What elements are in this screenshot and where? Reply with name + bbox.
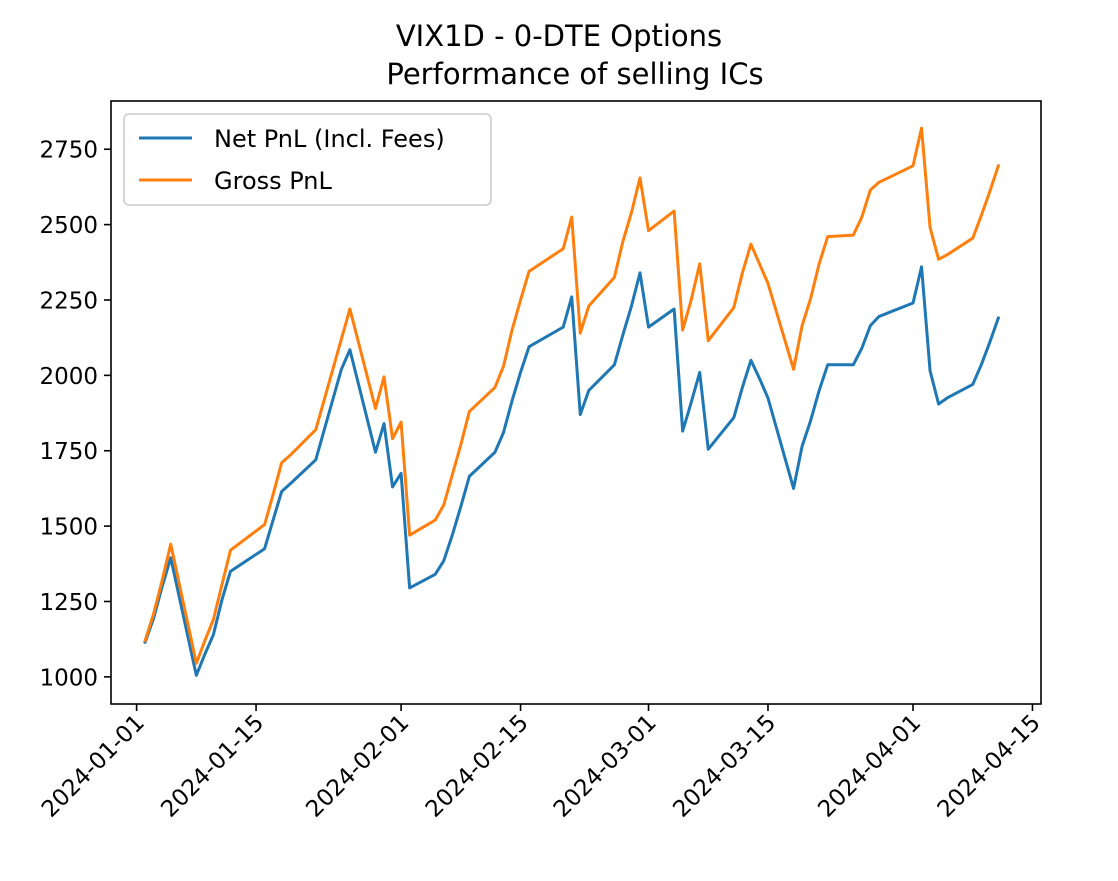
series-line-gross-pnl [143, 126, 1001, 665]
legend-box [123, 113, 492, 206]
series-layer [143, 126, 1001, 677]
series-line-net-pnl [143, 265, 1001, 677]
legend-label-gross-pnl: Gross PnL [214, 167, 333, 195]
y-tick-label: 2500 [39, 213, 98, 239]
legend-label-net-pnl: Net PnL (Incl. Fees) [214, 125, 445, 153]
legend: Net PnL (Incl. Fees) Gross PnL [123, 113, 492, 206]
y-tick-label: 2750 [39, 138, 98, 164]
chart-title: VIX1D - 0-DTE Options [396, 19, 722, 53]
y-tick-label: 2000 [39, 364, 98, 390]
y-tick-label: 1750 [39, 439, 98, 465]
plot-frame [110, 100, 1042, 705]
chart-subtitle: Performance of selling ICs [386, 57, 763, 91]
y-tick-label: 1250 [39, 590, 98, 616]
y-tick-label: 1500 [39, 515, 98, 541]
y-tick-label: 1000 [39, 665, 98, 691]
y-tick-label: 2250 [39, 288, 98, 314]
